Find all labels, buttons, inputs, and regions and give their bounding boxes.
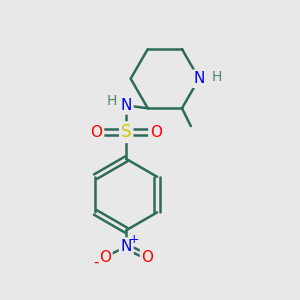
Text: N: N (121, 98, 132, 113)
Text: O: O (91, 125, 103, 140)
Text: S: S (121, 123, 131, 141)
Text: +: + (128, 233, 139, 246)
Text: H: H (212, 70, 222, 84)
Text: O: O (99, 250, 111, 265)
Text: O: O (150, 125, 162, 140)
Text: N: N (121, 239, 132, 254)
Text: H: H (106, 94, 116, 108)
Text: N: N (194, 71, 205, 86)
Text: O: O (142, 250, 154, 265)
Text: -: - (94, 255, 99, 270)
